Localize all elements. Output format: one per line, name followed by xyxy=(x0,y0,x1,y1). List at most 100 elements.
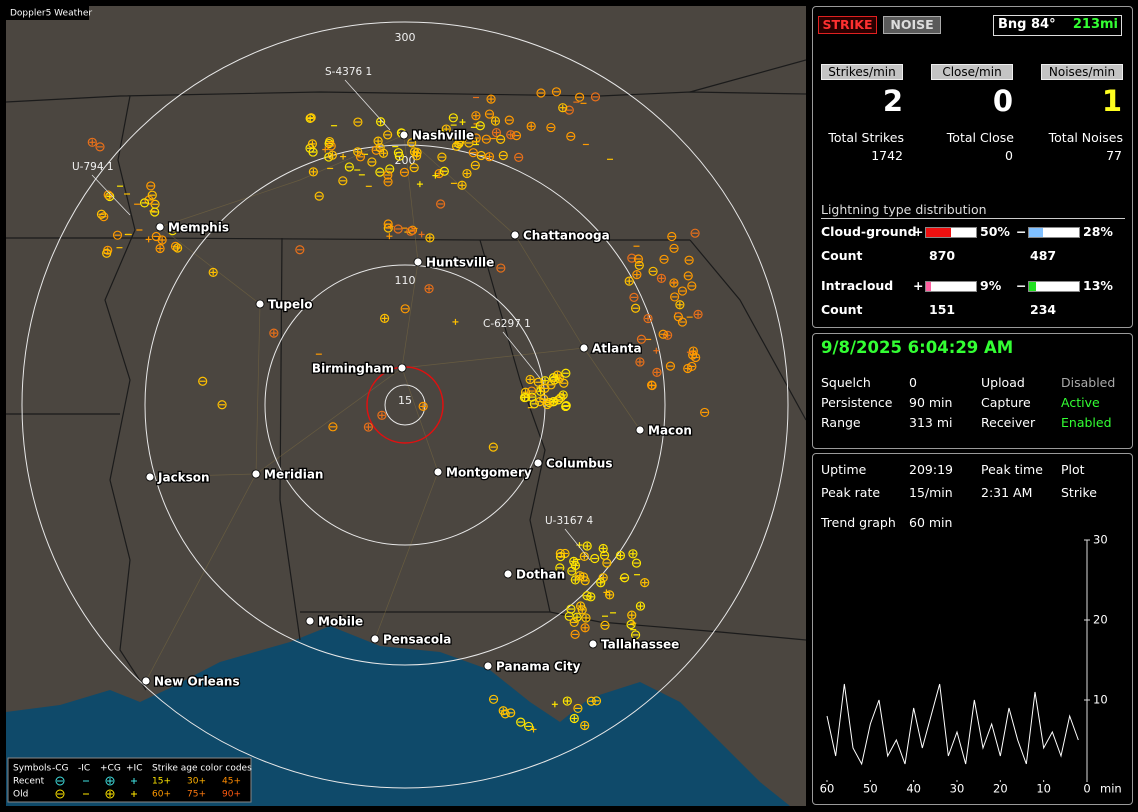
strike-symbol xyxy=(648,266,658,276)
strike-ring xyxy=(498,150,508,161)
strike-symbol xyxy=(432,172,439,179)
strike-symbol xyxy=(488,442,498,452)
strike-ring xyxy=(327,150,337,160)
strike-symbol xyxy=(147,190,157,200)
strike-symbol xyxy=(630,620,637,627)
strike-ring xyxy=(367,157,377,167)
strike-ring xyxy=(486,94,496,104)
strike-symbol xyxy=(439,166,449,176)
city-dot xyxy=(433,467,443,477)
strike-ring xyxy=(488,694,499,704)
percent: 9% xyxy=(980,278,1002,293)
city-dot xyxy=(155,222,165,232)
strike-symbol xyxy=(167,226,178,236)
strike-ring xyxy=(373,136,383,146)
strike-ring xyxy=(600,620,610,631)
strike-symbol xyxy=(448,113,458,123)
strike-ring xyxy=(605,590,615,600)
strike-ring xyxy=(355,152,366,162)
city-dot xyxy=(533,458,543,468)
type-label: Intracloud xyxy=(821,278,894,293)
city-dot xyxy=(370,634,380,644)
strike-symbol xyxy=(602,558,612,568)
strike-symbol xyxy=(151,231,161,242)
legend-icon-ring xyxy=(105,776,115,786)
strike-ring xyxy=(566,131,576,141)
strike-symbol xyxy=(436,199,446,209)
strike-symbol xyxy=(308,147,318,157)
city-label: Chattanooga xyxy=(523,229,610,243)
strike-symbol xyxy=(394,151,404,161)
strike-ring xyxy=(455,137,465,147)
strike-ring xyxy=(511,130,522,141)
city-dot xyxy=(510,230,520,240)
city-dot xyxy=(141,676,151,686)
strike-ring xyxy=(324,138,334,149)
strike-ring xyxy=(561,368,571,378)
strike-ring xyxy=(394,151,404,161)
status-cell: Upload xyxy=(981,375,1025,390)
strike-ring xyxy=(648,266,658,276)
strike-ring xyxy=(570,629,580,639)
strike-ring xyxy=(514,152,524,162)
strike-ring xyxy=(555,563,565,573)
range-ring xyxy=(144,144,666,666)
city-label: Dothan xyxy=(516,568,565,582)
strike-ring xyxy=(667,231,677,242)
storm-leader xyxy=(344,79,391,131)
strike-ring xyxy=(575,571,585,581)
strike-ring xyxy=(425,233,435,243)
strike-ring xyxy=(598,543,608,554)
strike-ring xyxy=(344,162,354,172)
strike-symbol xyxy=(328,422,338,432)
strike-symbol xyxy=(635,357,645,367)
strike-ring xyxy=(167,226,178,236)
strike-symbol xyxy=(457,180,467,190)
strike-ring xyxy=(675,300,685,310)
strike-ring xyxy=(656,273,667,283)
strike-ring xyxy=(615,550,626,561)
strike-symbol xyxy=(338,176,348,186)
stat-cell: Uptime xyxy=(821,462,867,477)
strike-symbol xyxy=(700,407,710,418)
strike-symbol xyxy=(380,313,390,323)
strike-symbol xyxy=(139,198,150,208)
total-value: 1742 xyxy=(871,148,903,163)
city-dot xyxy=(399,130,409,140)
strike-button[interactable]: STRIKE xyxy=(818,16,877,34)
type-label: Cloud-ground xyxy=(821,224,917,239)
strike-ring xyxy=(457,180,467,190)
city-label: Macon xyxy=(648,424,692,438)
separator xyxy=(821,218,1125,219)
legend-age: 90+ xyxy=(222,790,241,800)
strike-symbol xyxy=(524,721,534,732)
bearing-box xyxy=(993,15,1122,36)
count-label: Count xyxy=(821,248,863,263)
strike-ring xyxy=(488,442,498,452)
strike-symbol xyxy=(484,109,495,119)
strike-ring xyxy=(670,292,680,302)
strike-symbol xyxy=(217,400,227,410)
strike-ring xyxy=(521,392,531,403)
strike-symbol xyxy=(669,278,679,288)
strike-ring xyxy=(471,133,481,143)
strike-ring xyxy=(566,604,576,614)
strike-symbol xyxy=(418,401,428,412)
strike-symbol xyxy=(596,578,606,588)
strike-symbol xyxy=(605,590,615,600)
strike-symbol xyxy=(462,168,472,179)
noise-button[interactable]: NOISE xyxy=(883,16,941,34)
strike-ring xyxy=(363,422,373,432)
strike-ring xyxy=(652,367,662,377)
strike-symbol xyxy=(400,304,410,314)
storm-leader xyxy=(91,174,131,216)
strike-symbol xyxy=(155,243,165,254)
strike-symbol xyxy=(322,146,329,153)
total-label: Total Close xyxy=(946,130,1014,145)
storm-label: U-3167 4 xyxy=(545,515,594,527)
strike-ring xyxy=(569,713,579,724)
strike-symbol xyxy=(504,115,514,125)
strike-symbol xyxy=(581,613,591,623)
strike-symbol xyxy=(344,162,354,172)
strike-symbol xyxy=(536,88,546,98)
